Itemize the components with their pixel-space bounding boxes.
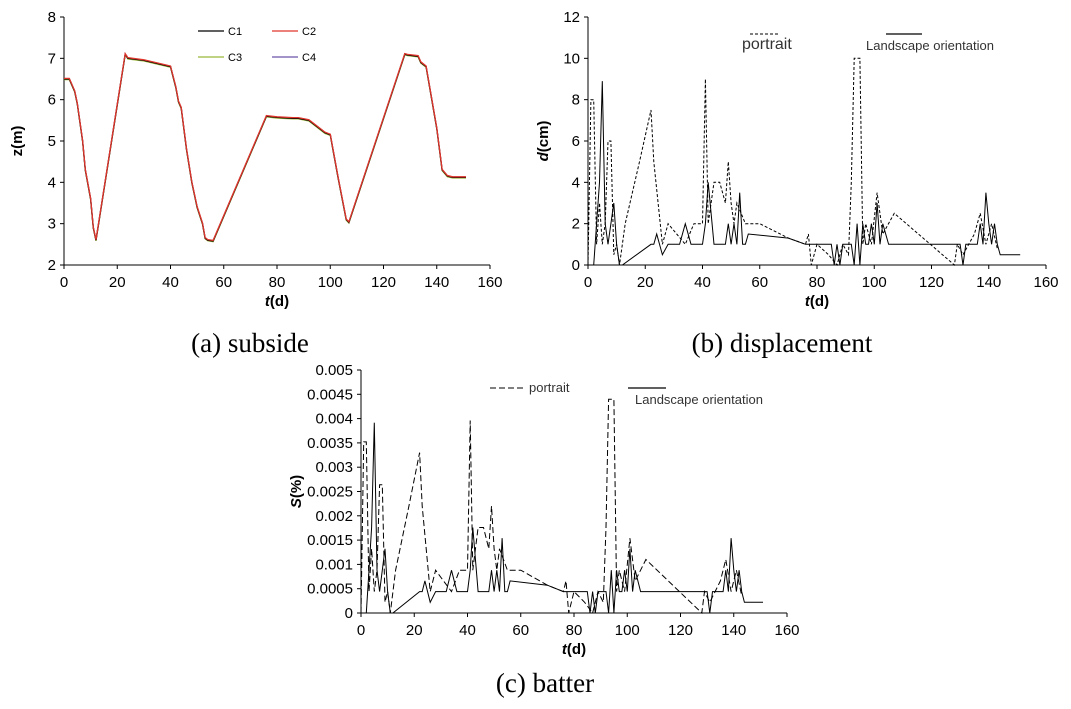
x-axis-label: t(d) [805, 293, 829, 310]
x-tick-label: 20 [109, 274, 126, 291]
y-tick-label: 10 [563, 50, 580, 67]
y-tick-label: 8 [48, 9, 56, 26]
legend-label-landscape: Landscape orientation [635, 392, 763, 407]
series-line-landscape [361, 422, 763, 614]
caption-c: (c) batter [496, 668, 594, 698]
y-axis-label: d(cm) [535, 121, 552, 162]
x-tick-label: 80 [809, 274, 826, 291]
x-tick-label: 100 [318, 274, 343, 291]
legend: C1 C2 C3 C4 [198, 26, 316, 64]
x-tick-label: 120 [668, 622, 693, 639]
chart-a-subside: 0 20 40 60 80 100 120 140 160 2 3 4 5 6 7 8 t(d) z(m) C1 C2… [9, 9, 503, 310]
legend-label-landscape: Landscape orientation [866, 38, 994, 53]
caption-b: (b) displacement [692, 328, 873, 358]
chart-b-displacement: 0 20 40 60 80 100 120 140 160 0 2 4 6 8 10 12 t(d) d(cm) p… [535, 9, 1059, 310]
x-axis-label: t(d) [265, 293, 289, 310]
x-tick-label: 60 [751, 274, 768, 291]
x-tick-label: 60 [215, 274, 232, 291]
x-tick-label: 140 [976, 274, 1001, 291]
legend-label-c4: C4 [302, 52, 316, 64]
y-tick-label: 0.0025 [307, 484, 353, 501]
x-tick-label: 160 [477, 274, 502, 291]
y-tick-label: 0 [572, 257, 580, 274]
legend-label-c3: C3 [228, 52, 242, 64]
y-tick-label: 5 [48, 133, 56, 150]
y-tick-label: 0.004 [315, 411, 353, 428]
x-axis-label: t(d) [562, 641, 586, 658]
x-tick-label: 20 [637, 274, 654, 291]
x-tick-label: 160 [1033, 274, 1058, 291]
x-tick-label: 120 [919, 274, 944, 291]
series-line-c4 [64, 52, 466, 242]
y-tick-label: 0.005 [315, 362, 353, 379]
y-tick-label: 0.0005 [307, 581, 353, 598]
x-tick-label: 100 [862, 274, 887, 291]
x-tick-label: 40 [162, 274, 179, 291]
y-tick-label: 0.002 [315, 508, 353, 525]
legend-label-portrait: portrait [529, 380, 570, 395]
x-tick-label: 40 [459, 622, 476, 639]
series-line-portrait [587, 57, 998, 267]
y-tick-label: 3 [48, 216, 56, 233]
x-tick-label: 160 [774, 622, 799, 639]
y-tick-label: 0.0015 [307, 532, 353, 549]
x-tick-label: 0 [584, 274, 592, 291]
series-line-landscape [588, 81, 1021, 266]
x-tick-label: 0 [60, 274, 68, 291]
x-tick-label: 80 [269, 274, 286, 291]
x-tick-label: 40 [694, 274, 711, 291]
chart-c-batter: 0 20 40 60 80 100 120 140 160 0 0.0005 0.001 0.0015 0… [288, 362, 800, 658]
y-axis-label: S(%) [288, 475, 305, 508]
y-tick-label: 2 [572, 216, 580, 233]
legend-label-c1: C1 [228, 26, 242, 38]
series-line-portrait [360, 398, 743, 615]
series-line-c2 [64, 51, 466, 242]
series-line-c3 [64, 53, 466, 243]
y-tick-label: 8 [572, 92, 580, 109]
x-tick-label: 140 [721, 622, 746, 639]
y-tick-label: 4 [572, 174, 580, 191]
x-tick-label: 120 [371, 274, 396, 291]
y-tick-label: 0.001 [315, 556, 353, 573]
y-tick-label: 0.0035 [307, 435, 353, 452]
y-axis-label: z(m) [9, 126, 26, 157]
y-tick-label: 6 [48, 92, 56, 109]
y-tick-label: 2 [48, 257, 56, 274]
x-tick-label: 60 [512, 622, 529, 639]
x-tick-label: 100 [615, 622, 640, 639]
legend-label-portrait: portrait [742, 36, 792, 53]
legend-label-c2: C2 [302, 26, 316, 38]
y-tick-label: 12 [563, 9, 580, 26]
series-line-c1 [64, 52, 466, 242]
y-tick-label: 4 [48, 174, 56, 191]
y-tick-label: 0.0045 [307, 386, 353, 403]
y-tick-label: 0 [345, 605, 353, 622]
y-tick-label: 6 [572, 133, 580, 150]
y-tick-label: 0.003 [315, 459, 353, 476]
y-tick-label: 7 [48, 50, 56, 67]
x-tick-label: 80 [566, 622, 583, 639]
x-tick-label: 0 [357, 622, 365, 639]
x-tick-label: 20 [406, 622, 423, 639]
caption-a: (a) subside [191, 328, 309, 358]
x-tick-label: 140 [424, 274, 449, 291]
